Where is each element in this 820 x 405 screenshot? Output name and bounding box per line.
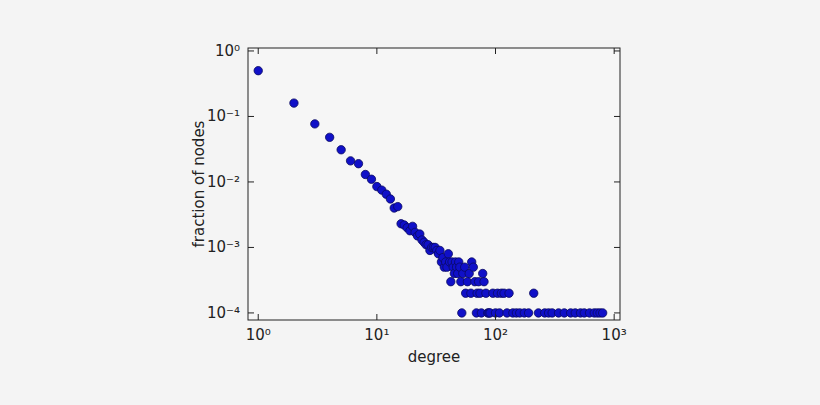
tick-label: 10⁰ bbox=[246, 326, 271, 344]
tick-label: 10³ bbox=[602, 326, 627, 344]
tick bbox=[495, 48, 496, 54]
point bbox=[354, 159, 362, 167]
tick bbox=[614, 181, 620, 182]
y-axis-label: fraction of nodes bbox=[190, 120, 208, 247]
tick bbox=[248, 312, 254, 313]
tick-label: 10¹ bbox=[364, 326, 389, 344]
point bbox=[254, 66, 262, 74]
tick bbox=[614, 312, 620, 313]
point bbox=[524, 309, 532, 317]
point bbox=[479, 269, 487, 277]
tick bbox=[248, 181, 254, 182]
tick bbox=[614, 50, 620, 51]
plot-area bbox=[248, 48, 620, 320]
point bbox=[394, 202, 402, 210]
tick bbox=[495, 314, 496, 320]
points bbox=[254, 66, 607, 317]
tick bbox=[376, 48, 377, 54]
tick bbox=[614, 247, 620, 248]
tick-label: 10⁰ bbox=[215, 42, 240, 60]
point bbox=[444, 250, 452, 258]
tick bbox=[258, 314, 259, 320]
tick bbox=[248, 50, 254, 51]
point bbox=[311, 120, 319, 128]
tick bbox=[614, 116, 620, 117]
tick-label: 10⁻⁴ bbox=[207, 304, 240, 322]
point bbox=[290, 99, 298, 107]
point bbox=[386, 195, 394, 203]
point bbox=[530, 289, 538, 297]
tick bbox=[614, 314, 615, 320]
point bbox=[325, 133, 333, 141]
tick-label: 10² bbox=[483, 326, 508, 344]
point bbox=[598, 309, 606, 317]
point bbox=[337, 146, 345, 154]
point bbox=[505, 289, 513, 297]
tick-label: 10⁻³ bbox=[207, 238, 240, 256]
point bbox=[469, 263, 477, 271]
point bbox=[367, 175, 375, 183]
tick bbox=[248, 247, 254, 248]
tick bbox=[376, 314, 377, 320]
tick bbox=[248, 116, 254, 117]
frame bbox=[248, 48, 620, 320]
point bbox=[346, 157, 354, 165]
point bbox=[447, 277, 455, 285]
background bbox=[0, 0, 820, 405]
point bbox=[480, 277, 488, 285]
point bbox=[458, 309, 466, 317]
x-axis-label: degree bbox=[408, 348, 461, 366]
tick-label: 10⁻¹ bbox=[207, 107, 240, 125]
tick bbox=[258, 48, 259, 54]
tick-label: 10⁻² bbox=[207, 173, 240, 191]
chart: 10⁰ 10¹ 10² 10³ 10⁻⁴ 10⁻³ 10⁻² 10⁻¹ 10⁰ degree fra… bbox=[0, 0, 820, 405]
